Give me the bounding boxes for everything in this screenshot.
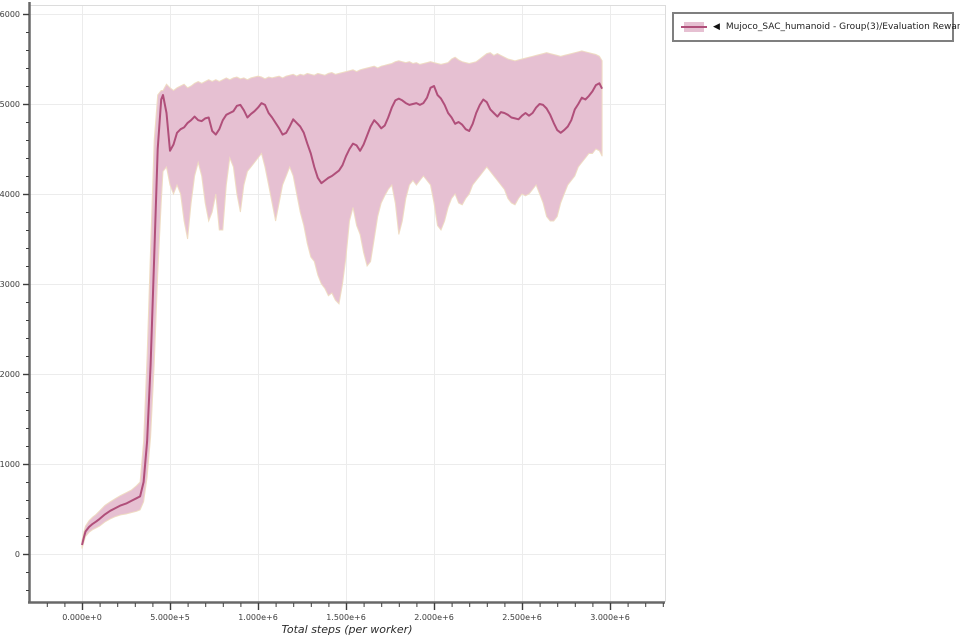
y-tick-label: 1000 (0, 460, 20, 469)
x-tick-label: 3.000e+6 (590, 613, 630, 622)
legend-swatch (681, 21, 707, 33)
confidence-band (81, 50, 603, 549)
y-tick-label: 6000 (0, 10, 20, 19)
legend-line-sample (681, 26, 707, 28)
x-axis-title: Total steps (per worker) (281, 623, 413, 636)
tick-layer (23, 13, 664, 610)
y-tick-label: 2000 (0, 370, 20, 379)
plot-frame-light (30, 5, 666, 602)
x-tick-label: 1.000e+6 (238, 613, 278, 622)
axis-layer (28, 2, 665, 604)
x-tick-label: 0.000e+0 (62, 613, 102, 622)
legend-label: Mujoco_SAC_humanoid - Group(3)/Evaluatio… (725, 22, 960, 32)
tick-label-layer: 0 1000 2000 3000 4000 5000 6000 0.000e+0 5.000e+… (0, 10, 630, 622)
y-tick-label: 3000 (0, 280, 20, 289)
y-tick-label: 5000 (0, 100, 20, 109)
series-line (81, 82, 603, 546)
y-tick-label: 0 (15, 550, 20, 559)
legend[interactable]: ◀ Mujoco_SAC_humanoid - Group(3)/Evaluat… (672, 12, 960, 42)
x-tick-label: 5.000e+5 (150, 613, 190, 622)
legend-collapse-icon[interactable]: ◀ (713, 21, 720, 32)
x-tick-label: 1.500e+6 (326, 613, 366, 622)
y-tick-label: 4000 (0, 190, 20, 199)
x-tick-label: 2.500e+6 (502, 613, 542, 622)
x-tick-label: 2.000e+6 (414, 613, 454, 622)
